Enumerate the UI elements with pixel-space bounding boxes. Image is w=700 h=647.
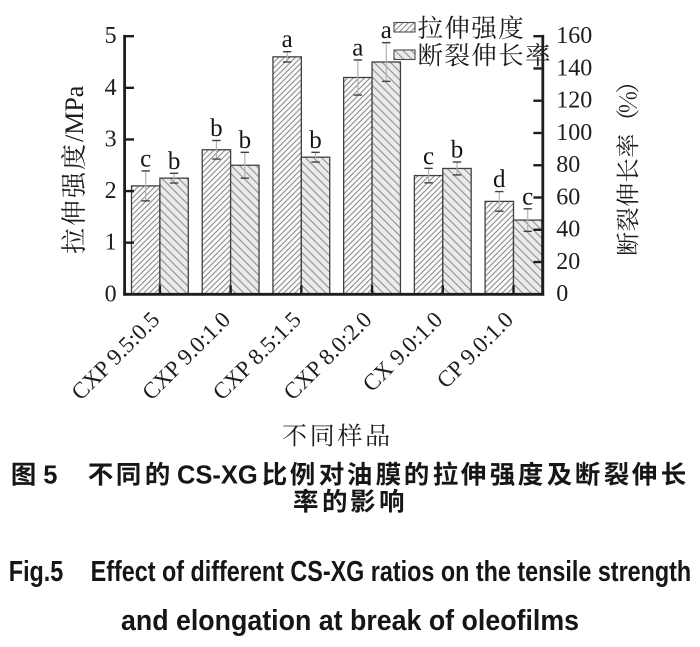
sig-letter: c [140,145,151,172]
legend-label-tensile [418,15,523,40]
sig-letter: a [381,17,392,44]
caption-chinese-line2 [293,488,407,514]
cjk-glyph [490,463,515,486]
bar-tensile-3 [272,56,302,295]
cjk-glyph [380,488,403,513]
bar-tensile-4 [343,76,373,295]
cjk-glyph [294,488,318,513]
sig-letter: c [522,183,533,210]
cjk-glyph [263,462,287,486]
bars-layer [130,56,543,295]
error-bar [382,41,391,83]
error-bars-layer [141,41,532,233]
error-bar [353,59,363,96]
error-bar [452,161,462,176]
caption-english-line2: and elongation at break of oleofilms [121,606,579,636]
cjk-glyph [376,461,401,486]
caption-latin-run: and elongation at break of oleofilms [120,605,580,637]
right-tick-label: 20 [556,249,580,275]
legend-label-elongation [418,42,550,67]
cjk-glyph [290,461,315,486]
sig-letter: d [493,166,506,193]
sig-letter: c [423,143,434,170]
right-tick-label: 60 [556,184,580,210]
left-tick-label: 1 [105,230,117,256]
right-tick-label: 80 [556,152,580,178]
cjk-glyph [576,461,601,486]
sig-letter: a [282,26,293,53]
legend [393,15,550,67]
error-bar [282,50,292,63]
x-tick-label: CP 9.0:1.0 [432,307,518,393]
caption-latin-run: 5 [43,461,58,490]
caption-latin-run: Fig.5 [8,556,64,588]
error-bar [141,170,150,202]
cjk-glyph [351,489,375,513]
left-tick-label: 2 [105,178,117,204]
legend-swatch-elongation [393,49,416,61]
right-axis-title [616,85,639,255]
bar-tensile-1 [130,185,161,295]
sig-letter: a [352,34,363,61]
error-bar [495,190,504,212]
bar-elongation-6 [512,219,543,295]
caption-english-line1: Fig.5 Effect of different CS-XG ratios on… [9,557,691,587]
bar-tensile-6 [484,200,515,295]
left-tick-label: 3 [105,126,117,152]
cjk-glyph [117,462,140,486]
error-bar [424,167,433,184]
cjk-glyph [406,461,429,486]
x-axis-title [282,423,389,447]
cjk-glyph [662,461,686,486]
left-axis-title: /MPa [60,85,89,254]
right-tick-label: 140 [556,55,592,81]
error-bar [212,139,221,160]
right-tick-label: 100 [556,120,592,146]
sig-letter: b [168,148,181,175]
cjk-glyph [323,488,346,513]
cjk-glyph [518,461,544,486]
caption-latin-run: Effect of different CS-XG ratios on the … [90,556,692,588]
cjk-glyph [632,461,657,486]
cjk-glyph [88,463,113,486]
cjk-glyph [461,461,486,486]
cjk-glyph [433,461,458,486]
sig-letter: b [239,127,252,154]
right-tick-label: 160 [556,23,592,49]
bar-elongation-5 [442,167,472,295]
bar-elongation-4 [371,61,402,295]
right-tick-label: 40 [556,217,580,243]
caption-chinese-line1: 5 CS-XG [11,461,689,490]
error-bar [169,172,179,184]
right-tick-label: 120 [556,88,592,114]
caption-latin-run: CS-XG [176,461,258,490]
left-tick-label: 0 [105,281,117,307]
cjk-glyph [319,461,344,486]
bar-elongation-3 [300,156,331,295]
bar-elongation-2 [229,164,260,295]
left-tick-label: 5 [105,23,117,49]
error-bar [240,151,250,179]
cjk-glyph [547,463,572,486]
right-tick-label: 0 [556,281,568,307]
cjk-glyph [146,461,169,486]
sig-letter: b [210,115,223,142]
cjk-glyph [604,461,629,486]
sig-letter: b [309,127,322,154]
error-bar [523,208,532,233]
legend-swatch-tensile [393,21,416,33]
sig-letter: b [451,137,464,164]
cjk-glyph [12,462,35,486]
error-bar [311,151,320,163]
cjk-glyph [348,461,372,486]
bar-tensile-5 [413,174,444,295]
bar-tensile-2 [201,149,232,295]
bar-elongation-1 [159,177,189,295]
svg-text:/MPa: /MPa [60,85,89,142]
left-tick-label: 4 [105,75,117,101]
